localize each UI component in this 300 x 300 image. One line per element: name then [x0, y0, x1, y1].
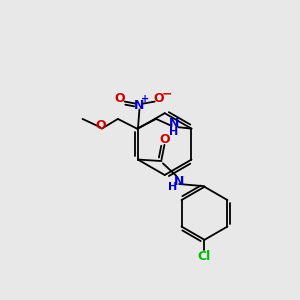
Text: O: O	[154, 92, 164, 105]
Text: N: N	[174, 175, 184, 188]
Text: O: O	[96, 118, 106, 132]
Text: H: H	[169, 128, 178, 137]
Text: +: +	[141, 94, 149, 104]
Text: Cl: Cl	[198, 250, 211, 262]
Text: O: O	[160, 133, 170, 146]
Text: H: H	[168, 182, 177, 192]
Text: O: O	[114, 92, 125, 105]
Text: −: −	[161, 87, 172, 100]
Text: N: N	[134, 99, 145, 112]
Text: N: N	[169, 117, 179, 130]
